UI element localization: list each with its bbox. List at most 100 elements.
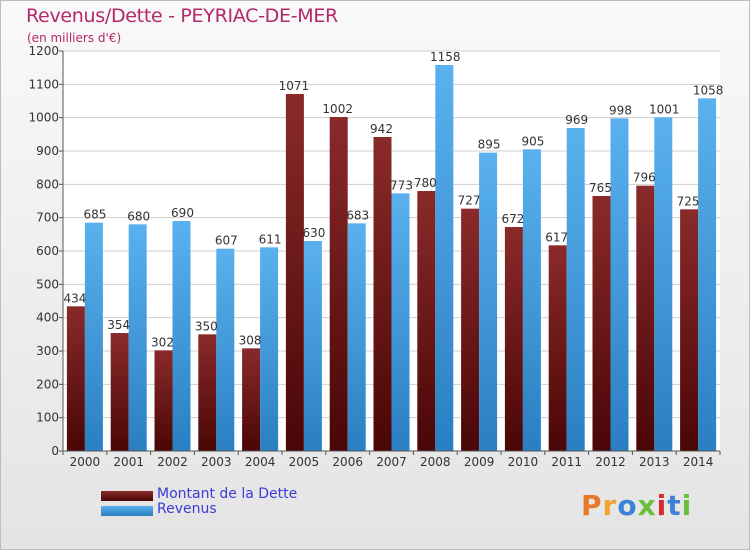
logo-letter: P [581,489,603,522]
data-label-revenus: 1001 [649,102,680,116]
data-label-revenus: 607 [215,234,238,248]
y-tick-label: 800 [36,177,59,191]
y-tick-label: 1100 [28,77,59,91]
bar-revenus [654,117,673,451]
data-label-revenus: 998 [609,103,632,117]
y-tick-label: 100 [36,411,59,425]
x-tick-label: 2001 [113,455,144,469]
x-tick-label: 2003 [201,455,232,469]
logo-letter: i [681,489,693,522]
bar-dette [417,191,436,451]
x-tick-label: 2009 [464,455,495,469]
data-label-revenus: 685 [83,208,106,222]
y-tick-label: 400 [36,311,59,325]
data-label-revenus: 683 [346,208,369,222]
data-label-revenus: 1158 [430,50,461,64]
chart-title: Revenus/Dette - PEYRIAC-DE-MER [26,5,338,27]
data-label-revenus: 969 [565,113,588,127]
logo-letter: x [637,489,657,522]
logo-letter: t [667,489,682,522]
data-label-dette: 617 [545,230,568,244]
bar-revenus [610,118,629,451]
data-label-dette: 302 [151,335,174,349]
logo-letter: i [656,489,668,522]
data-label-dette: 350 [195,319,218,333]
data-label-revenus: 895 [478,138,501,152]
data-label-revenus: 773 [390,178,413,192]
x-tick-label: 2013 [639,455,670,469]
proxiti-logo: Proxiti [581,489,692,522]
data-label-dette: 434 [63,291,86,305]
bar-revenus [260,247,279,451]
bar-dette [504,227,523,451]
legend-label-dette: Montant de la Dette [157,486,298,502]
data-label-revenus: 611 [259,232,282,246]
bar-revenus [698,98,717,451]
data-label-dette: 672 [501,212,524,226]
bar-revenus [303,241,322,451]
data-label-revenus: 690 [171,206,194,220]
bar-revenus [84,222,103,451]
y-tick-label: 500 [36,277,59,291]
y-tick-label: 700 [36,211,59,225]
bar-dette [242,348,261,451]
bar-dette [680,209,699,451]
bar-dette [636,185,655,451]
x-tick-label: 2010 [508,455,539,469]
legend-swatch-dette [101,491,153,501]
x-tick-label: 2002 [157,455,188,469]
bar-revenus [347,223,366,451]
x-tick-label: 2012 [595,455,626,469]
x-tick-label: 2005 [289,455,320,469]
y-tick-label: 200 [36,377,59,391]
bar-dette [373,137,392,451]
bar-revenus [522,149,541,452]
bar-dette [461,208,480,451]
bar-dette [592,196,611,451]
data-label-dette: 780 [414,176,437,190]
data-label-dette: 1071 [279,79,310,93]
data-label-dette: 725 [677,194,700,208]
bar-revenus [435,65,454,451]
x-tick-label: 2006 [332,455,363,469]
bar-dette [285,94,304,451]
logo-letter: r [602,489,618,522]
bar-revenus [566,128,585,451]
x-tick-label: 2014 [683,455,714,469]
x-tick-label: 2008 [420,455,451,469]
data-label-dette: 765 [589,181,612,195]
chart-subtitle: (en milliers d'€) [27,31,122,45]
logo-letter: o [617,489,638,522]
data-label-revenus: 1058 [693,83,724,97]
x-tick-label: 2004 [245,455,276,469]
bar-dette [329,117,348,451]
data-label-revenus: 905 [521,134,544,148]
x-tick-label: 2000 [70,455,101,469]
data-label-dette: 308 [239,333,262,347]
data-label-dette: 942 [370,122,393,136]
bar-revenus [172,221,191,451]
bar-chart: 434 685 354 680 302 690 350 607 308 611 1071 630 100… [28,44,724,469]
x-tick-label: 2007 [376,455,407,469]
bar-dette [154,350,173,451]
legend-label-revenus: Revenus [157,501,217,517]
bar-dette [110,333,129,451]
y-tick-label: 600 [36,244,59,258]
data-label-revenus: 680 [127,209,150,223]
data-label-dette: 354 [107,318,130,332]
x-tick-label: 2011 [551,455,582,469]
bar-revenus [216,248,235,451]
y-tick-label: 0 [51,444,59,458]
bar-revenus [128,224,147,451]
y-tick-label: 900 [36,144,59,158]
y-tick-label: 300 [36,344,59,358]
bar-dette [66,306,85,451]
data-label-revenus: 630 [302,226,325,240]
bar-dette [548,245,567,451]
bar-revenus [479,152,498,451]
bar-revenus [391,193,410,452]
y-tick-label: 1000 [28,111,59,125]
bar-dette [198,334,217,451]
data-label-dette: 1002 [322,102,353,116]
